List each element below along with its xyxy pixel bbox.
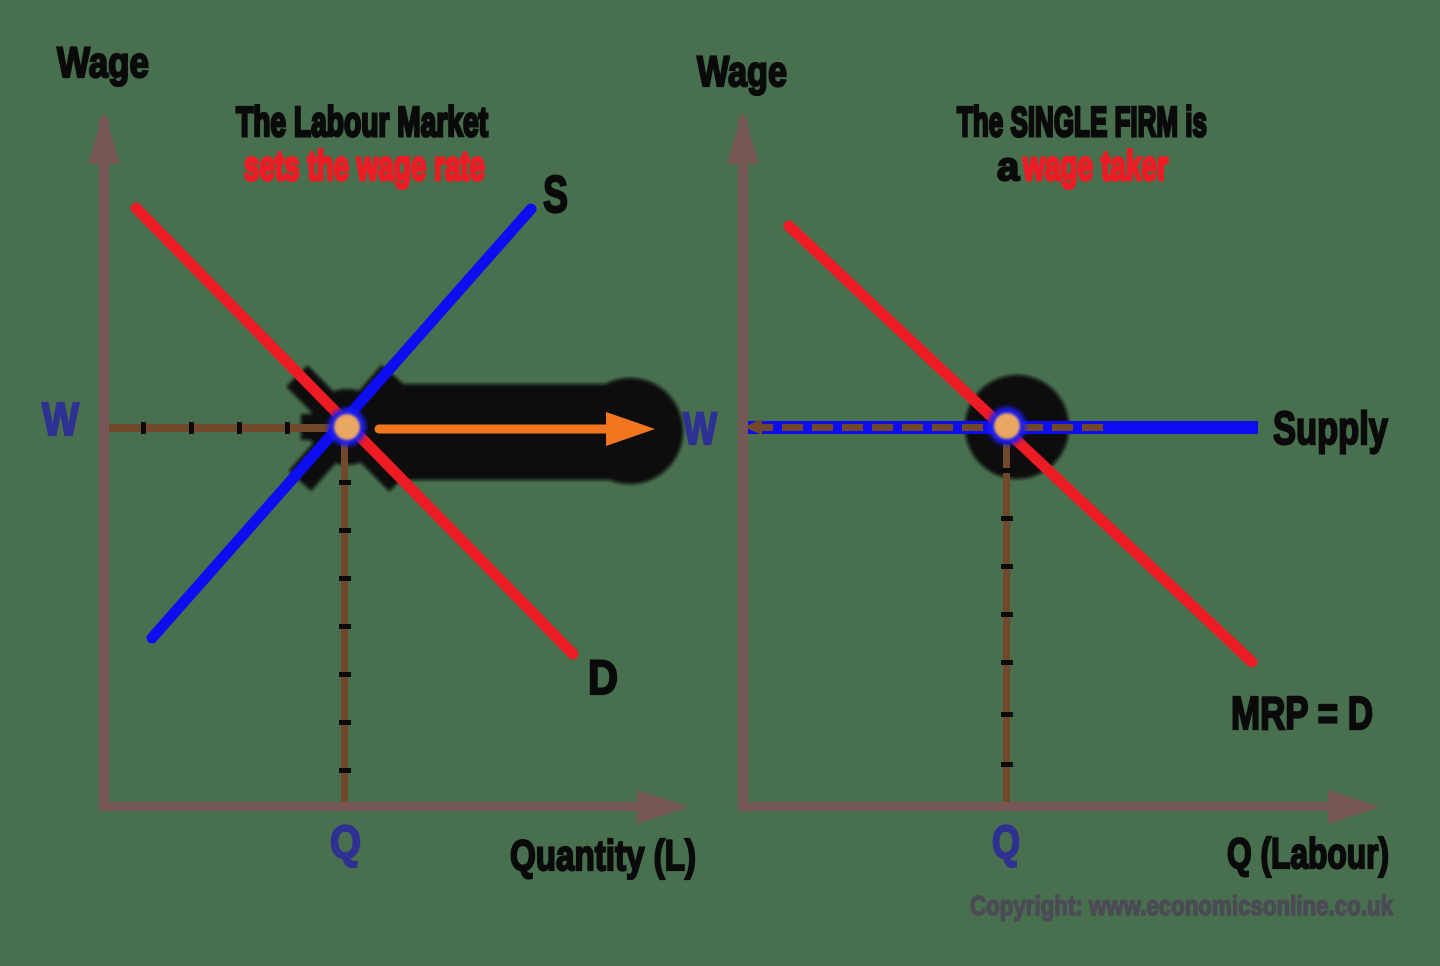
svg-text:Wage: Wage <box>57 39 149 87</box>
svg-text:D: D <box>588 652 618 705</box>
svg-text:Wage: Wage <box>697 48 787 96</box>
svg-text:sets the wage rate: sets the wage rate <box>244 142 485 189</box>
svg-text:Q: Q <box>992 816 1020 868</box>
svg-text:a: a <box>997 145 1020 189</box>
svg-text:W: W <box>683 403 717 454</box>
svg-text:S: S <box>543 166 568 224</box>
svg-text:wage taker: wage taker <box>1022 142 1168 189</box>
svg-text:Quantity (L): Quantity (L) <box>510 832 696 880</box>
svg-text:MRP = D: MRP = D <box>1231 687 1373 739</box>
svg-text:The SINGLE FIRM is: The SINGLE FIRM is <box>957 98 1207 145</box>
svg-text:Copyright: www.economicsonline: Copyright: www.economicsonline.co.uk <box>970 890 1393 921</box>
svg-text:Q: Q <box>330 816 361 868</box>
svg-text:Supply: Supply <box>1273 402 1388 454</box>
svg-text:The Labour Market: The Labour Market <box>236 98 488 145</box>
svg-text:Q (Labour): Q (Labour) <box>1227 830 1389 878</box>
svg-text:W: W <box>42 393 79 445</box>
